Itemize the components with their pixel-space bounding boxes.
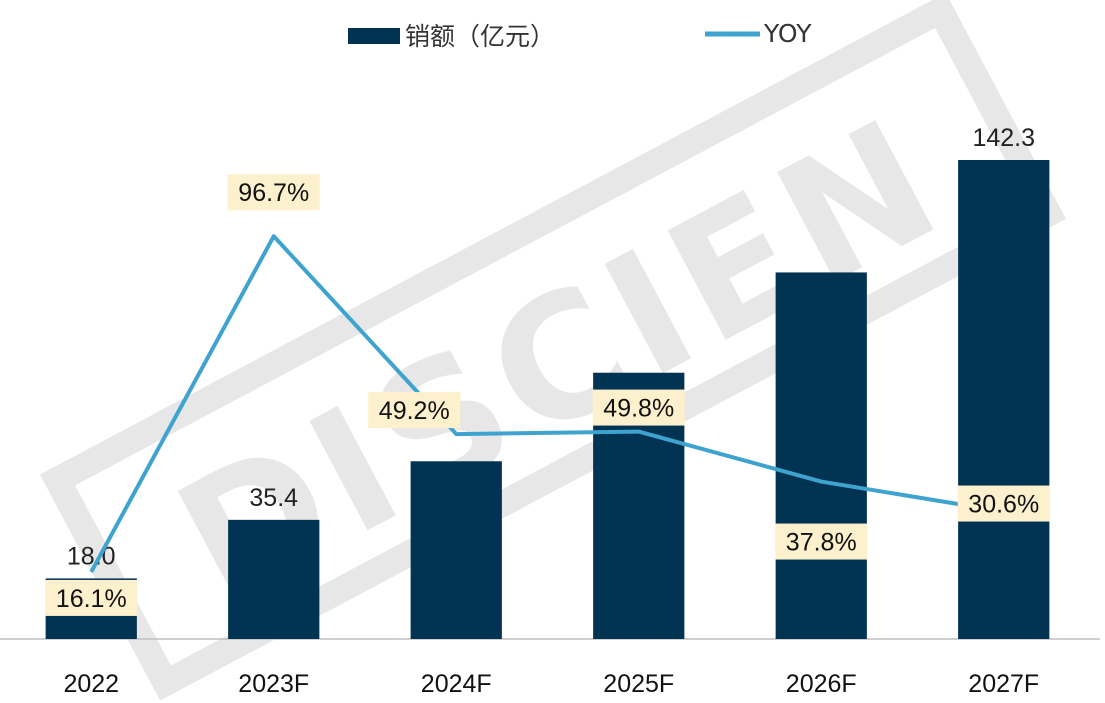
yoy-label-box-2026F (775, 523, 868, 560)
x-tick-2027F: 2027F (968, 670, 1039, 698)
yoy-label-box-2024F (368, 392, 461, 429)
bar-2026F (775, 272, 867, 639)
bar-label-2027F: 142.3 (972, 124, 1035, 152)
yoy-label-2026F: 37.8% (786, 529, 857, 557)
legend-label-sales: 销额（亿元） (405, 22, 555, 51)
yoy-label-box-2022 (45, 579, 138, 616)
yoy-line (89, 234, 1005, 573)
yoy-data-labels: 16.1% 96.7% 49.2% 49.8% 37.8% 30.6% (45, 174, 1050, 616)
legend-swatch-sales (348, 28, 400, 44)
x-tick-2024F: 2024F (421, 670, 492, 698)
bar-data-labels: 18.0 35.4 142.3 (67, 124, 1035, 570)
x-tick-2025F: 2025F (603, 670, 674, 698)
yoy-label-2025F: 49.8% (603, 395, 674, 423)
yoy-label-2022: 16.1% (56, 585, 127, 613)
yoy-label-box-2023F (227, 174, 320, 211)
bar-label-2022: 18.0 (67, 542, 116, 570)
bar-2024F (410, 461, 502, 639)
yoy-label-2027F: 30.6% (968, 491, 1039, 519)
bar-2023F (228, 519, 320, 639)
watermark: DISCIEN (39, 0, 1067, 701)
yoy-label-2024F: 49.2% (379, 397, 450, 425)
yoy-label-2023F: 96.7% (238, 179, 309, 207)
bar-2027F (958, 160, 1050, 639)
legend: 销额（亿元） YOY (348, 19, 812, 51)
bar-label-2023F: 35.4 (249, 484, 298, 512)
yoy-label-box-2027F (957, 485, 1050, 522)
x-tick-2026F: 2026F (786, 670, 857, 698)
yoy-label-box-2025F (592, 389, 685, 426)
yoy-line-series (89, 234, 1005, 573)
x-axis-ticks: 2022 2023F 2024F 2025F 2026F 2027F (63, 670, 1039, 698)
x-tick-2022: 2022 (63, 670, 119, 698)
legend-label-yoy: YOY (763, 19, 812, 48)
x-tick-2023F: 2023F (238, 670, 309, 698)
